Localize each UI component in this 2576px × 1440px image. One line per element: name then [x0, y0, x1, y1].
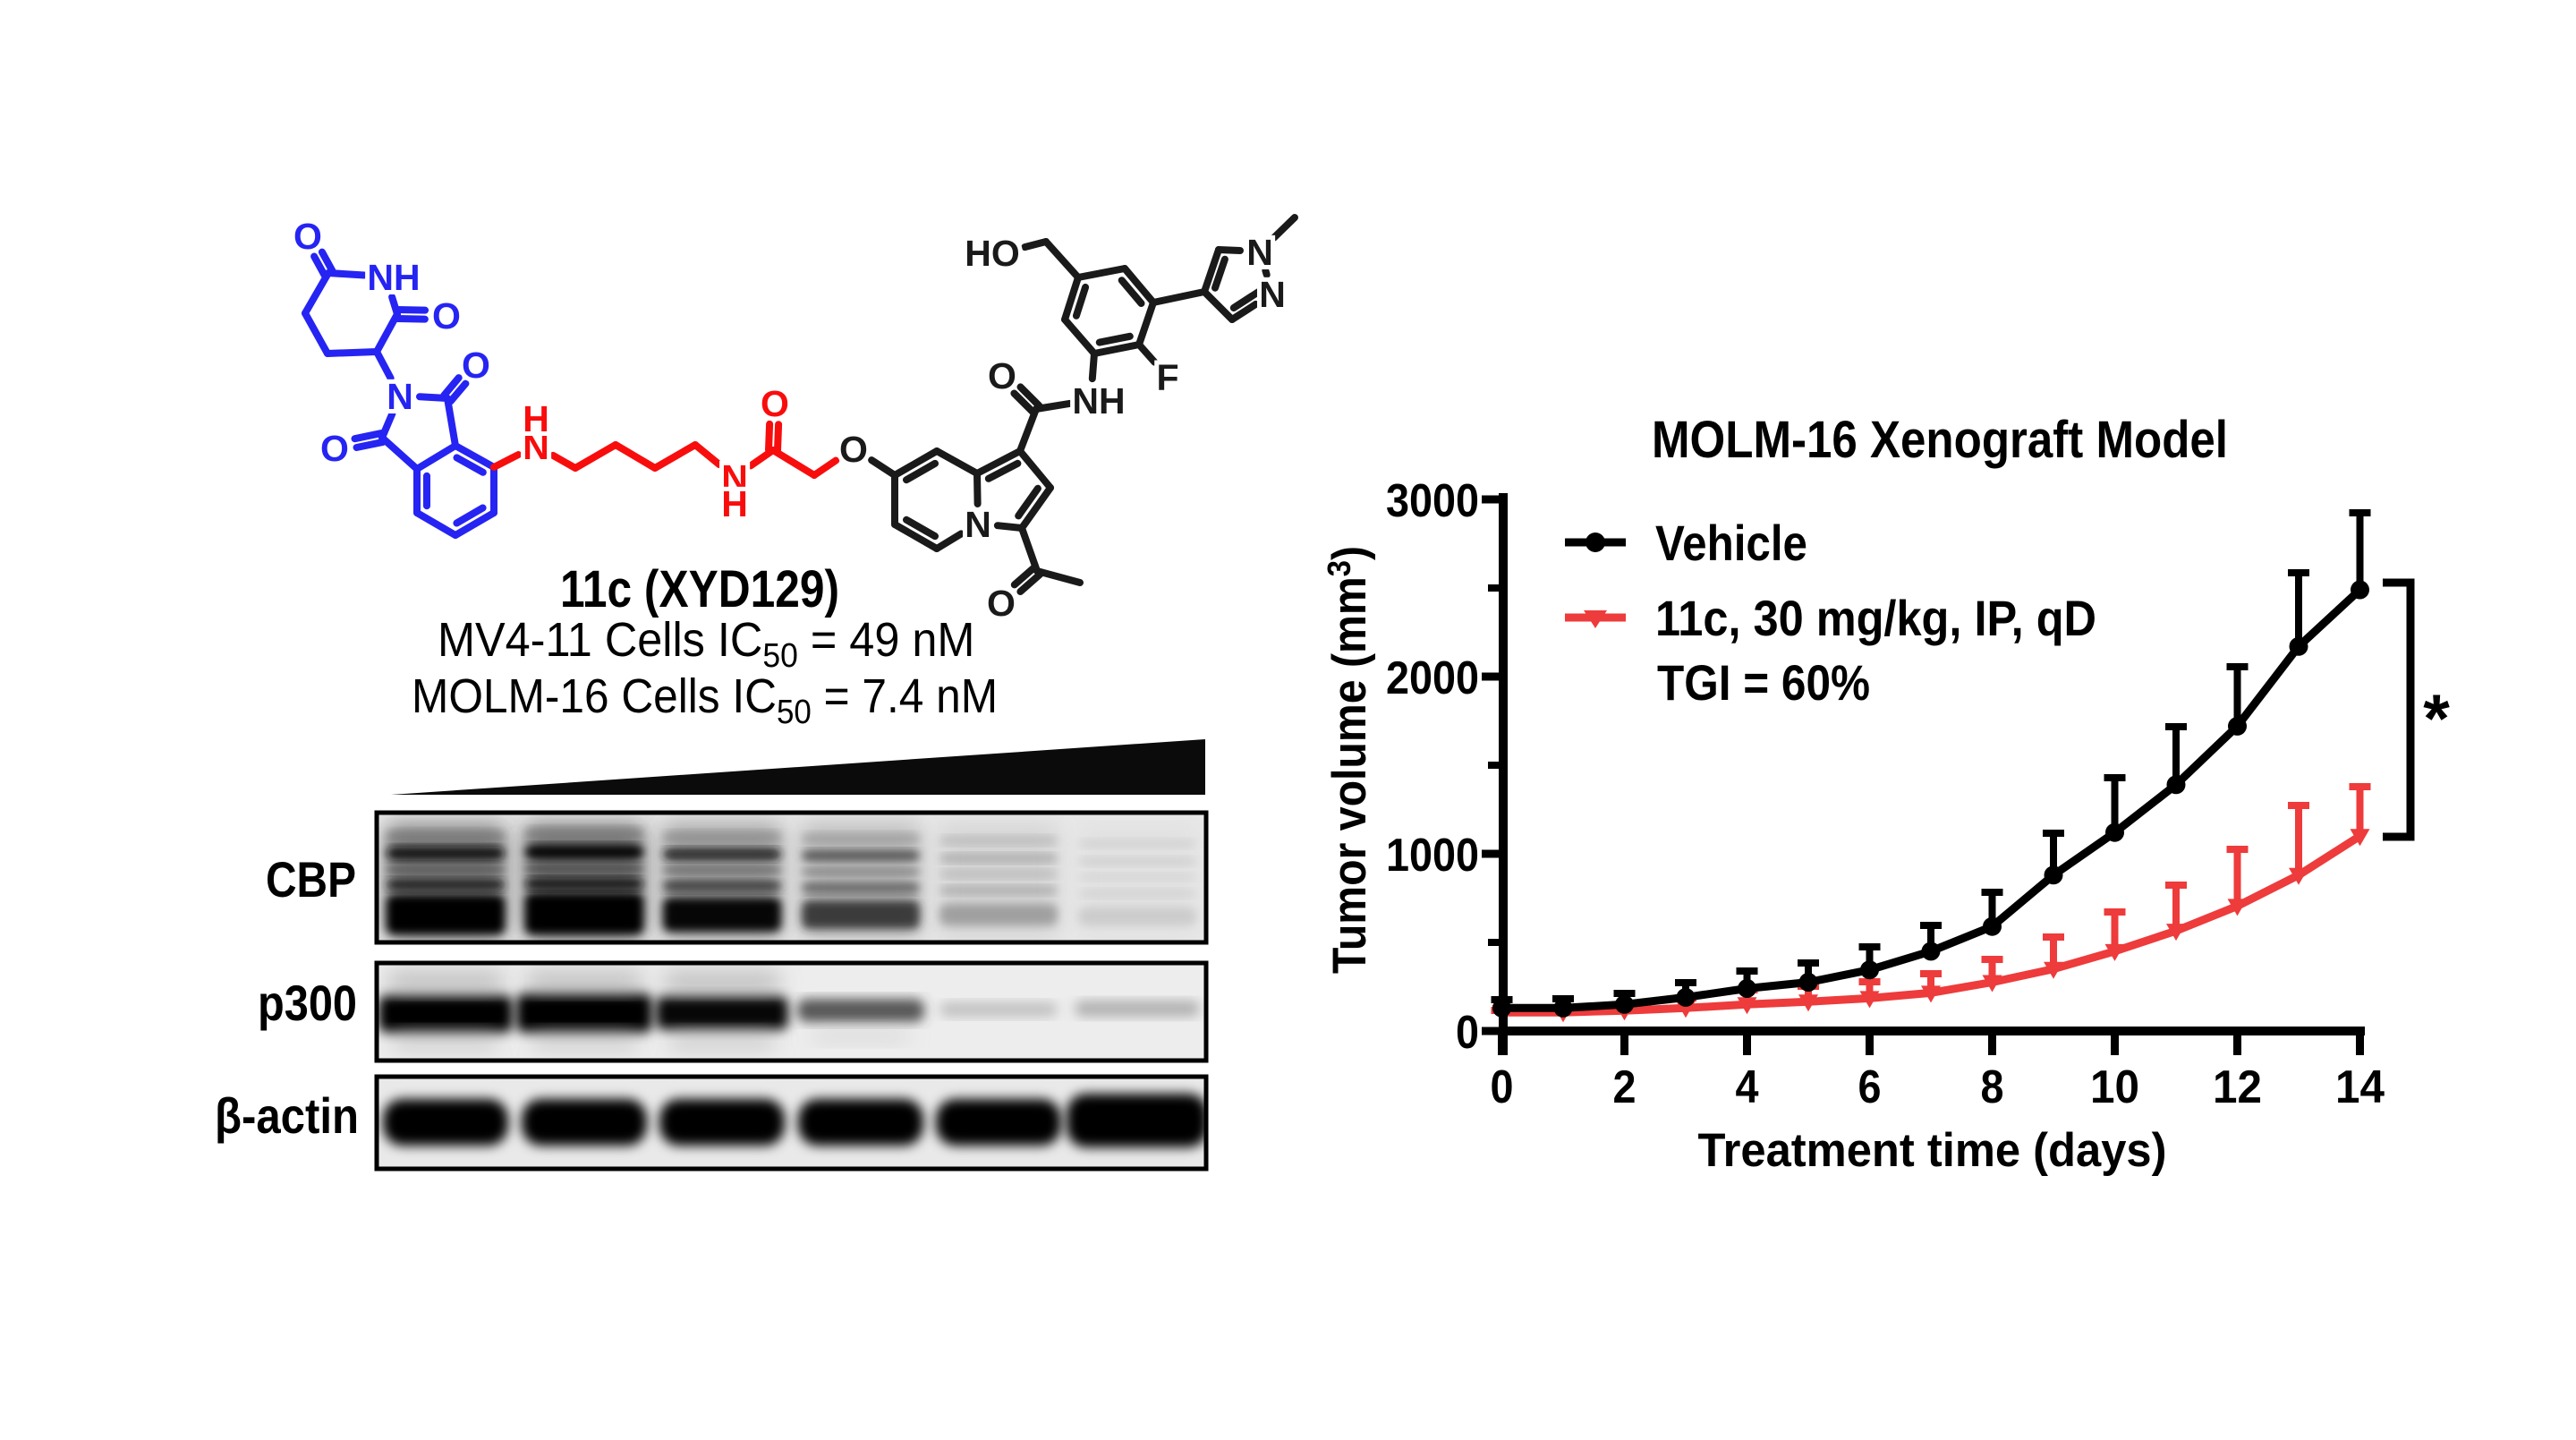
svg-text:O: O — [761, 383, 789, 424]
svg-text:Treatment time (days): Treatment time (days) — [1698, 1124, 2167, 1177]
svg-text:Vehicle: Vehicle — [1655, 515, 1807, 571]
svg-text:p300: p300 — [258, 975, 357, 1031]
svg-text:2: 2 — [1613, 1061, 1637, 1113]
svg-text:11c (XYD129): 11c (XYD129) — [560, 560, 839, 618]
svg-text:O: O — [320, 428, 349, 469]
svg-text:11c, 30 mg/kg, IP, qD: 11c, 30 mg/kg, IP, qD — [1655, 590, 2096, 646]
svg-text:O: O — [293, 216, 322, 257]
svg-text:HO: HO — [965, 233, 1020, 274]
svg-text:*: * — [2423, 681, 2450, 757]
svg-text:0: 0 — [1456, 1007, 1479, 1059]
svg-text:N: N — [1246, 232, 1273, 273]
svg-text:1000: 1000 — [1386, 830, 1479, 882]
svg-text:10: 10 — [2090, 1061, 2139, 1113]
svg-text:O: O — [432, 295, 461, 337]
svg-text:MV4-11 Cells IC50 = 49 nM: MV4-11 Cells IC50 = 49 nM — [438, 613, 974, 674]
svg-text:0: 0 — [1491, 1061, 1514, 1113]
svg-text:N: N — [1259, 274, 1286, 315]
svg-text:O: O — [987, 583, 1016, 624]
svg-text:MOLM-16 Xenograft Model: MOLM-16 Xenograft Model — [1652, 411, 2228, 469]
svg-text:N: N — [387, 376, 413, 417]
svg-text:6: 6 — [1858, 1061, 1882, 1113]
svg-text:O: O — [839, 429, 868, 470]
svg-text:2000: 2000 — [1386, 652, 1479, 704]
svg-text:12: 12 — [2213, 1061, 2262, 1113]
svg-text:CBP: CBP — [266, 851, 356, 907]
svg-text:N: N — [721, 457, 748, 498]
svg-text:NH: NH — [367, 257, 420, 298]
svg-text:H: H — [523, 398, 549, 439]
svg-text:O: O — [988, 355, 1016, 396]
svg-text:NH: NH — [1072, 380, 1125, 422]
svg-text:Tumor volume (mm3): Tumor volume (mm3) — [1322, 546, 1376, 974]
svg-text:MOLM-16 Cells IC50 = 7.4 nM: MOLM-16 Cells IC50 = 7.4 nM — [412, 669, 998, 730]
svg-text:4: 4 — [1736, 1061, 1759, 1113]
svg-text:14: 14 — [2335, 1061, 2385, 1113]
svg-text:O: O — [462, 345, 490, 386]
svg-text:F: F — [1156, 357, 1178, 398]
svg-text:N: N — [523, 426, 549, 467]
svg-text:TGI = 60%: TGI = 60% — [1657, 654, 1870, 711]
svg-text:β-actin: β-actin — [215, 1087, 359, 1144]
svg-text:N: N — [965, 504, 991, 545]
svg-text:8: 8 — [1981, 1061, 2004, 1113]
svg-text:3000: 3000 — [1386, 475, 1479, 527]
svg-text:H: H — [721, 483, 748, 524]
